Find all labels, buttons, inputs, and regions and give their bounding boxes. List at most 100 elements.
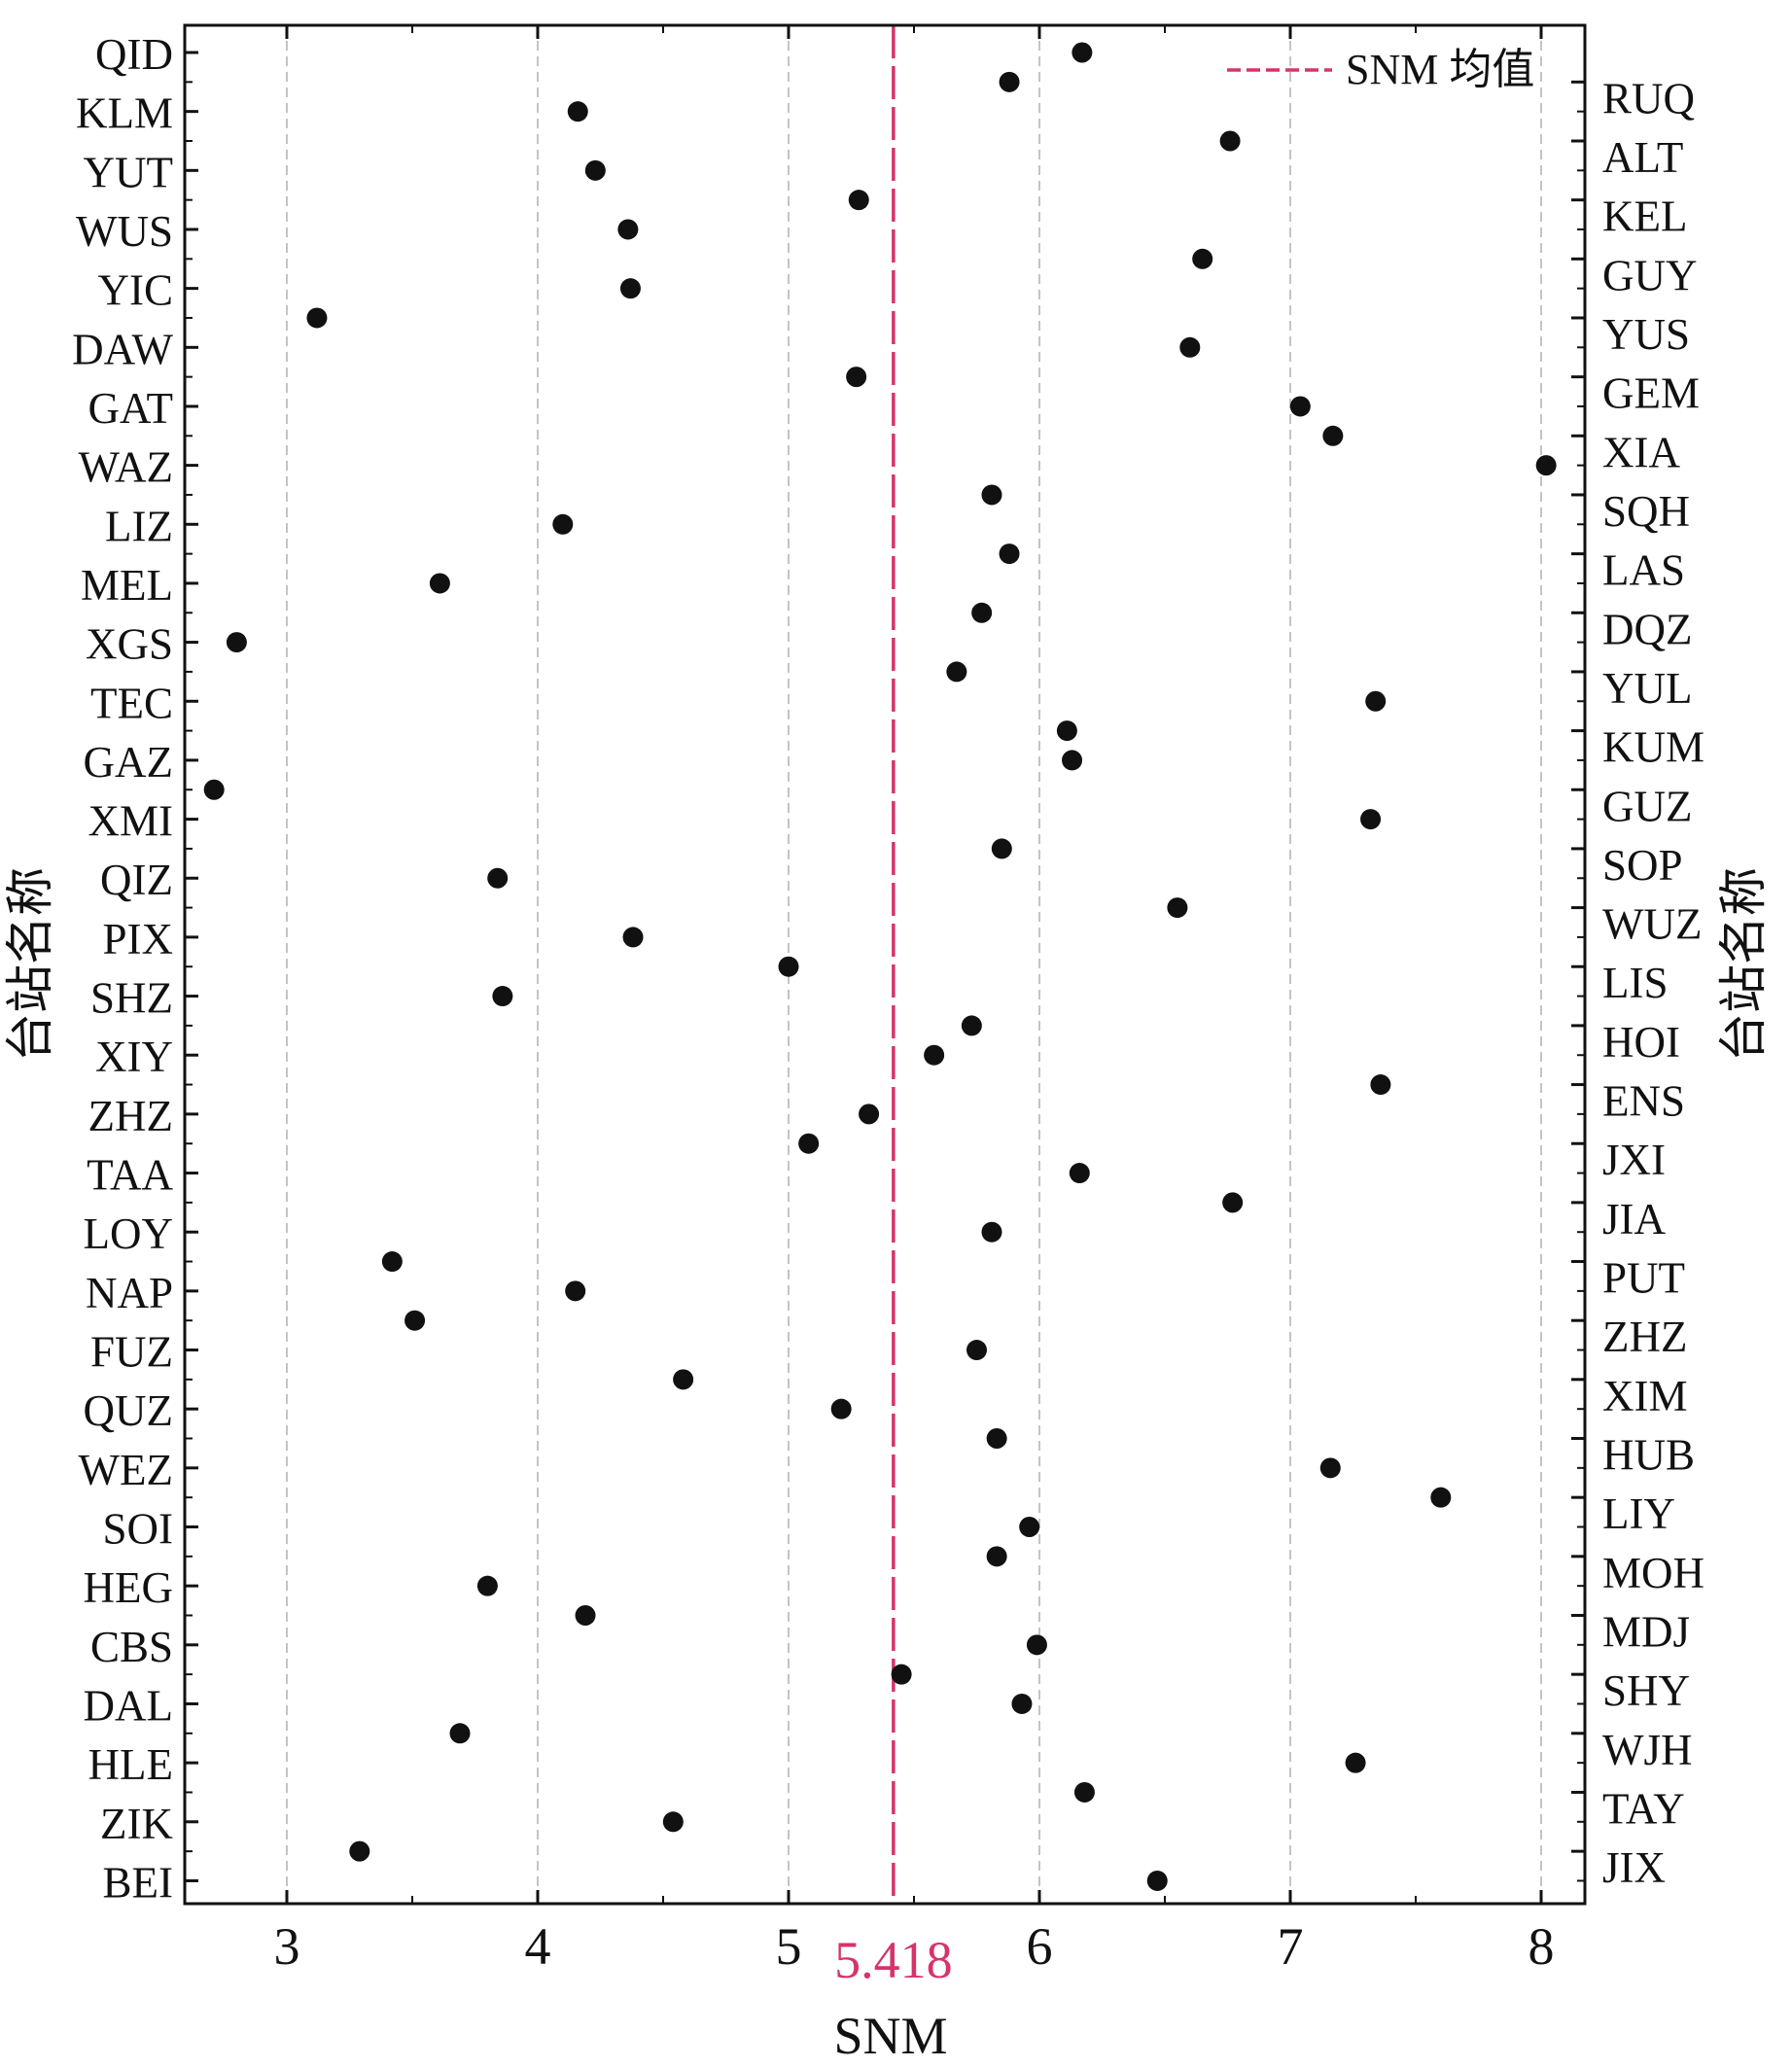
data-point (622, 927, 644, 948)
left-station-label: KLM (76, 89, 173, 138)
data-point (226, 632, 247, 653)
data-point (1535, 455, 1557, 476)
data-point (1370, 1074, 1391, 1096)
left-station-label: TEC (90, 679, 173, 727)
left-station-label: QIZ (100, 856, 173, 904)
right-station-label: ALT (1602, 133, 1683, 182)
left-station-label: WAZ (79, 443, 173, 492)
data-point (1179, 336, 1201, 358)
data-point (1192, 248, 1213, 269)
right-station-label: ZHZ (1602, 1313, 1687, 1361)
right-station-label: KEL (1602, 193, 1687, 241)
x-tick-label: 6 (1027, 1917, 1053, 1976)
y-axis-label-left: 台站名称 (2, 867, 58, 1062)
right-station-label: GUZ (1602, 782, 1692, 830)
data-point (565, 1280, 586, 1302)
right-station-label: HUB (1602, 1431, 1695, 1480)
left-station-label: XGS (86, 620, 173, 669)
data-point (619, 278, 641, 299)
data-point (1011, 1693, 1033, 1714)
data-point (961, 1015, 982, 1036)
data-point (981, 484, 1002, 506)
left-station-label: BEI (103, 1858, 174, 1907)
data-point (859, 1104, 880, 1125)
data-point (1062, 750, 1083, 771)
data-points (203, 42, 1557, 1891)
left-station-label: SHZ (90, 974, 173, 1023)
right-station-label: ENS (1602, 1077, 1685, 1126)
data-point (349, 1840, 370, 1862)
right-station-label: PUT (1602, 1254, 1685, 1303)
left-station-label: WEZ (79, 1446, 173, 1494)
grid-lines (286, 25, 1542, 1904)
left-station-label: HEG (84, 1563, 173, 1612)
right-station-label: MDJ (1602, 1607, 1690, 1656)
left-station-label: LOY (84, 1209, 173, 1258)
data-point (846, 367, 867, 388)
y-axis-label-right: 台站名称 (1715, 867, 1772, 1062)
data-point (1430, 1487, 1452, 1508)
data-point (991, 838, 1012, 859)
right-station-label: YUL (1602, 664, 1692, 713)
data-point (924, 1044, 945, 1066)
right-station-label: KUM (1602, 723, 1704, 772)
data-point (848, 190, 869, 211)
left-station-label: TAA (87, 1151, 173, 1200)
data-point (1056, 720, 1077, 742)
right-station-label: RUQ (1602, 74, 1695, 123)
data-point (986, 1546, 1007, 1567)
data-point (1072, 42, 1093, 63)
right-station-label: SQH (1602, 487, 1690, 536)
axis-ticks (185, 25, 1585, 1904)
data-point (981, 1221, 1002, 1243)
left-station-label: CBS (90, 1623, 173, 1671)
mean-value-label: 5.418 (834, 1931, 953, 1989)
left-station-label: GAT (88, 384, 174, 433)
left-station-label: FUZ (90, 1328, 173, 1377)
data-point (999, 543, 1020, 565)
x-axis-label: SNM (833, 2007, 947, 2065)
left-station-label: XIY (95, 1033, 173, 1081)
left-station-label: LIZ (105, 502, 173, 550)
right-station-label: GUY (1602, 251, 1698, 299)
data-point (1069, 1163, 1090, 1184)
data-point (1019, 1517, 1040, 1537)
data-point (673, 1369, 694, 1390)
right-station-label: JIX (1602, 1843, 1666, 1892)
right-station-label: LIS (1602, 959, 1669, 1007)
data-point (567, 101, 588, 123)
data-point (203, 779, 225, 800)
left-station-label: ZIK (100, 1800, 173, 1848)
left-station-label: QUZ (84, 1386, 173, 1435)
right-station-label: GEM (1602, 369, 1700, 418)
right-station-label: LIY (1602, 1489, 1675, 1538)
data-point (662, 1811, 684, 1833)
data-point (946, 661, 967, 683)
data-point (306, 307, 328, 329)
legend: SNM 均值 (1227, 46, 1534, 93)
data-point (1319, 1457, 1341, 1479)
left-station-label: MEL (81, 561, 173, 610)
data-point (999, 71, 1020, 92)
left-station-label: DAW (72, 325, 173, 373)
right-station-label: MOH (1602, 1549, 1704, 1597)
data-point (891, 1664, 912, 1685)
x-tick-label: 7 (1278, 1917, 1304, 1976)
right-station-label: XIM (1602, 1372, 1688, 1420)
right-station-label: DQZ (1602, 605, 1692, 653)
tick-labels: 3 4 5 6 7 8 QID KLM YUT WUS YIC DAW GAT WAZ LIZ MEL XGS T… (72, 30, 1704, 1976)
right-station-label: YUS (1602, 310, 1690, 359)
data-point (1365, 690, 1387, 712)
left-station-label: YUT (84, 148, 173, 196)
left-station-label: HLE (88, 1740, 173, 1789)
data-point (1219, 130, 1241, 152)
data-point (476, 1575, 498, 1596)
data-point (381, 1251, 403, 1273)
legend-label: SNM 均值 (1346, 46, 1534, 93)
right-station-label: LAS (1602, 546, 1685, 595)
data-point (1322, 425, 1344, 446)
x-tick-label: 8 (1528, 1917, 1555, 1976)
data-point (575, 1604, 596, 1626)
data-point (492, 986, 513, 1007)
